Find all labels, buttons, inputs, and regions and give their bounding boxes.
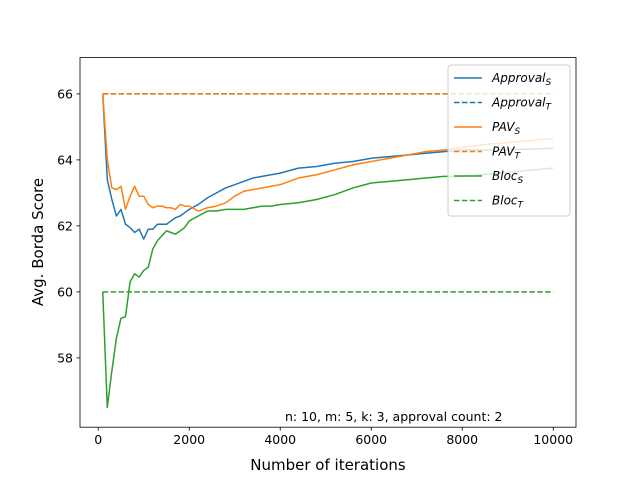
- legend-label-base: Approval: [491, 71, 546, 85]
- y-tick-label: 66: [57, 86, 73, 101]
- legend-label-subscript: T: [514, 152, 521, 162]
- legend-label: BlocT: [492, 194, 525, 211]
- legend-label: PAVT: [492, 145, 521, 162]
- legend-label-subscript: T: [518, 201, 525, 211]
- legend-label-base: Bloc: [492, 194, 518, 208]
- legend-label-base: Bloc: [492, 169, 518, 183]
- x-tick-label: 8000: [446, 432, 478, 447]
- y-axis-label: Avg. Borda Score: [29, 178, 47, 306]
- x-tick-label: 6000: [355, 432, 387, 447]
- series-line-approval-s: [102, 93, 554, 240]
- legend-label: ApprovalT: [491, 96, 553, 113]
- chart-annotation: n: 10, m: 5, k: 3, approval count: 2: [285, 409, 503, 424]
- series-line-pav-s: [102, 93, 554, 212]
- y-tick-label: 62: [57, 218, 73, 233]
- legend-label-base: PAV: [492, 145, 515, 159]
- legend-label-subscript: S: [546, 78, 552, 88]
- y-tick-label: 64: [57, 152, 73, 167]
- series-layer: [102, 93, 554, 409]
- legend-label: PAVS: [492, 120, 520, 137]
- legend-label-subscript: S: [518, 176, 524, 186]
- x-tick-label: 4000: [264, 432, 296, 447]
- legend-label: ApprovalS: [491, 71, 552, 88]
- series-line-bloc-s: [102, 167, 554, 409]
- x-tick-label: 0: [94, 432, 102, 447]
- legend-label: BlocS: [492, 169, 524, 186]
- x-tick-label: 2000: [173, 432, 205, 447]
- legend-label-base: Approval: [491, 96, 546, 110]
- plot-frame: [79, 57, 577, 428]
- legend-label-subscript: T: [546, 103, 553, 113]
- legend-label-subscript: S: [514, 127, 520, 137]
- ticks-layer: 0 2000 4000 6000 8000 10000 58 60 62 64 66: [57, 86, 573, 447]
- y-tick-label: 58: [57, 350, 73, 365]
- x-tick-label: 10000: [533, 432, 573, 447]
- y-tick-label: 60: [57, 284, 73, 299]
- legend-label-base: PAV: [492, 120, 515, 134]
- x-axis-label: Number of iterations: [250, 456, 406, 474]
